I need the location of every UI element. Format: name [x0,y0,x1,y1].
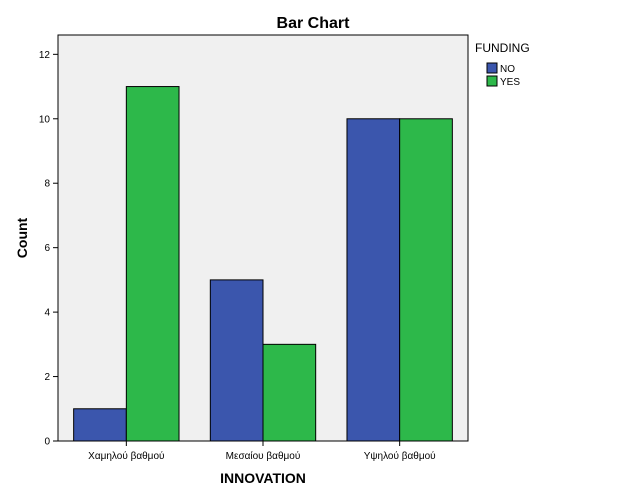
legend-swatch-yes [486,75,498,87]
bars-group [73,86,453,442]
bar-yes-1 [125,86,180,442]
x-axis-title: INNOVATION [220,470,306,486]
y-tick-label: 0 [44,437,50,448]
bar-no-2 [209,279,264,442]
bar-yes-3 [399,118,453,442]
y-axis: 0 2 4 6 8 10 12 [39,50,58,448]
y-tick-label: 4 [44,308,50,319]
y-tick-label: 12 [39,50,51,61]
x-tick-label: Χαμηλού βαθμού [88,450,164,462]
y-axis-title: Count [14,217,30,258]
chart-title: Bar Chart [277,15,351,32]
bar-yes-2 [262,343,317,442]
legend-label-yes: YES [500,77,520,88]
y-tick-label: 10 [39,114,51,125]
y-tick-label: 2 [44,372,50,383]
y-tick-label: 8 [44,179,50,190]
legend-swatch-no [486,62,498,74]
bar-no-3 [346,118,401,442]
legend-label-no: NO [500,64,515,75]
legend: FUNDING NO YES [475,41,530,88]
y-tick-label: 6 [44,243,50,254]
bar-no-1 [73,408,127,442]
x-axis: Χαμηλού βαθμού Μεσαίου βαθμού Υψηλού βαθμο… [88,441,436,462]
x-tick-label: Μεσαίου βαθμού [226,450,301,462]
legend-title: FUNDING [475,41,530,55]
x-tick-label: Υψηλού βαθμού [364,450,436,462]
